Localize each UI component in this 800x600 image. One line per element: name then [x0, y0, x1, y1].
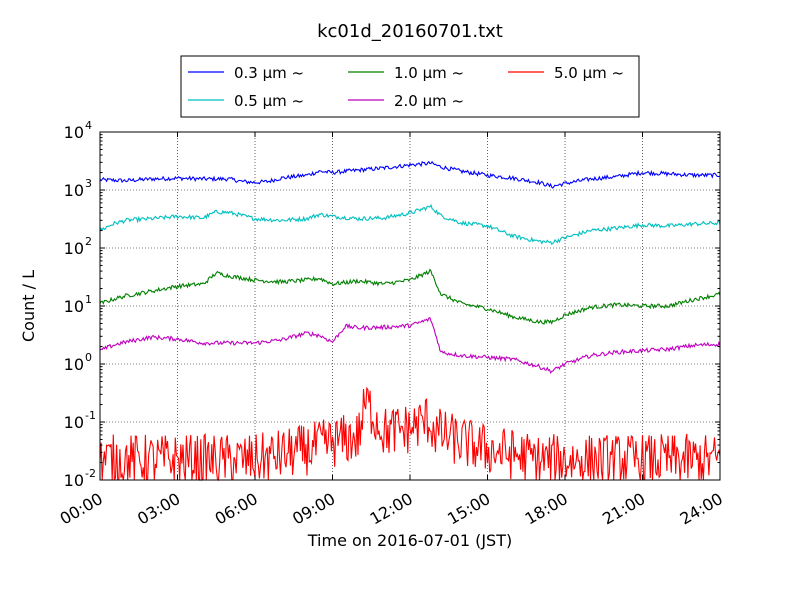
legend-frame — [180, 55, 640, 118]
legend-label: 2.0 µm ~ — [394, 92, 464, 110]
series-line — [99, 203, 721, 246]
series-line — [99, 268, 721, 325]
x-tick-label: 09:00 — [289, 489, 338, 529]
y-tick-base: 10 — [64, 471, 84, 490]
x-tick-label: 00:00 — [57, 489, 106, 529]
grid — [100, 132, 720, 480]
y-tick-base: 10 — [64, 297, 84, 316]
legend-item: 1.0 µm ~ — [348, 64, 464, 82]
x-tick-label: 06:00 — [212, 489, 261, 529]
y-tick-label: 10 2 — [64, 235, 92, 258]
y-tick-exponent: -2 — [85, 467, 96, 480]
y-axis-label: Count / L — [19, 270, 38, 342]
y-tick-label: 10 0 — [64, 351, 92, 374]
y-tick-base: 10 — [64, 181, 84, 200]
y-tick-base: 10 — [64, 355, 84, 374]
y-tick-label: 10 3 — [64, 177, 92, 200]
x-tick-label: 18:00 — [522, 489, 571, 529]
y-tick-label: 10 1 — [64, 293, 92, 316]
legend-item: 2.0 µm ~ — [348, 92, 464, 110]
legend-label: 0.5 µm ~ — [234, 92, 304, 110]
legend-label: 5.0 µm ~ — [554, 64, 624, 82]
y-tick-exponent: 1 — [85, 293, 92, 306]
legend-item: 5.0 µm ~ — [508, 64, 624, 82]
y-tick-exponent: 2 — [85, 235, 92, 248]
y-tick-exponent: 3 — [85, 177, 92, 190]
series-line — [99, 316, 721, 374]
y-tick-label: 10 -2 — [64, 467, 96, 490]
x-tick-label: 21:00 — [599, 489, 648, 529]
y-tick-exponent: 0 — [85, 351, 92, 364]
y-tick-label: 10 -1 — [64, 409, 96, 432]
legend-label: 1.0 µm ~ — [394, 64, 464, 82]
x-tick-label: 03:00 — [134, 489, 183, 529]
legend-label: 0.3 µm ~ — [234, 64, 304, 82]
y-tick-label: 10 4 — [64, 119, 92, 142]
series-line — [99, 386, 721, 482]
y-tick-exponent: -1 — [85, 409, 96, 422]
y-tick-base: 10 — [64, 239, 84, 258]
x-tick-label: 12:00 — [367, 489, 416, 529]
x-tick-label: 24:00 — [677, 489, 726, 529]
series-line — [99, 160, 721, 189]
legend: 0.3 µm ~ 0.5 µm ~ 1.0 µm ~ 2.0 µm ~ 5.0 µm ~ — [180, 55, 640, 118]
series-lines — [99, 160, 721, 482]
y-tick-base: 10 — [64, 413, 84, 432]
x-tick-label: 15:00 — [444, 489, 493, 529]
y-tick-base: 10 — [64, 123, 84, 142]
legend-item: 0.3 µm ~ — [188, 64, 304, 82]
x-axis-label: Time on 2016-07-01 (JST) — [307, 531, 512, 550]
legend-item: 0.5 µm ~ — [188, 92, 304, 110]
chart-title: kc01d_20160701.txt — [317, 21, 503, 42]
y-tick-exponent: 4 — [85, 119, 92, 132]
